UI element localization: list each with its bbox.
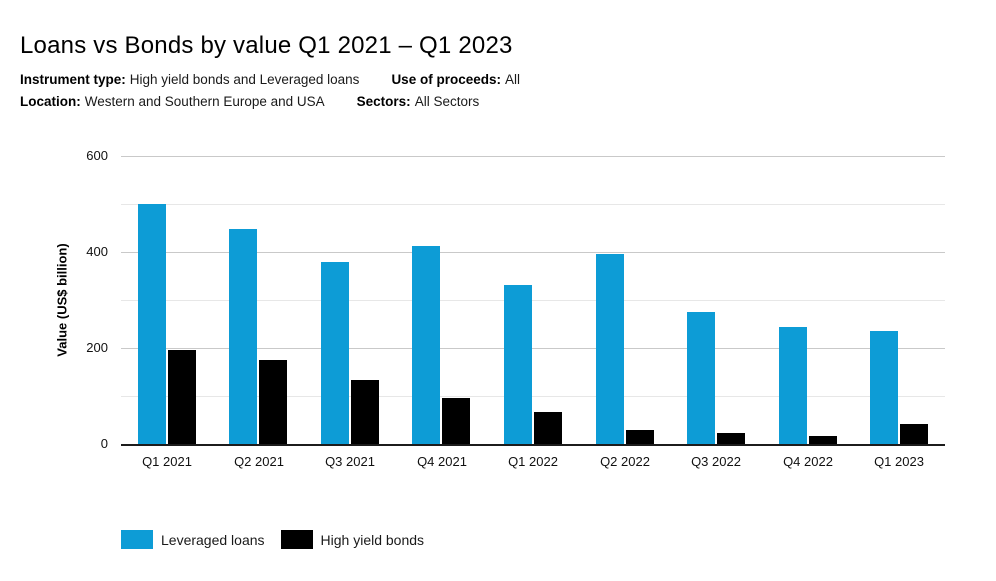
leveraged-loans-swatch-icon [121, 530, 153, 549]
bar-high-yield-bonds [534, 412, 562, 444]
bar-group-q2-2022 [596, 254, 654, 444]
subtitle-line-1: Instrument type: High yield bonds and Lev… [20, 72, 520, 87]
bar-group-q3-2022 [687, 312, 745, 444]
page-title: Loans vs Bonds by value Q1 2021 – Q1 202… [20, 32, 513, 59]
bar-leveraged-loans [412, 246, 440, 444]
bar-high-yield-bonds [168, 350, 196, 444]
bar-leveraged-loans [596, 254, 624, 444]
x-axis-tick-label: Q4 2021 [417, 454, 467, 469]
bar-high-yield-bonds [351, 380, 379, 444]
x-axis-tick-label: Q1 2023 [874, 454, 924, 469]
gridline-minor [121, 300, 945, 301]
bar-group-q1-2022 [504, 285, 562, 444]
bar-high-yield-bonds [626, 430, 654, 444]
bar-leveraged-loans [229, 229, 257, 444]
high-yield-bonds-swatch-icon [280, 530, 313, 549]
gridline-minor [121, 204, 945, 205]
meta-sectors: Sectors: All Sectors [357, 94, 480, 109]
bar-high-yield-bonds [900, 424, 928, 444]
bar-high-yield-bonds [442, 398, 470, 444]
legend: Leveraged loans High yield bonds [121, 530, 424, 549]
meta-label: Sectors: [356, 94, 411, 109]
meta-value: All Sectors [414, 94, 480, 109]
bar-leveraged-loans [321, 262, 349, 444]
meta-location: Location: Western and Southern Europe and… [20, 94, 325, 109]
meta-instrument-type: Instrument type: High yield bonds and Lev… [20, 72, 359, 87]
subtitle-line-2: Location: Western and Southern Europe and… [20, 94, 479, 109]
bar-group-q4-2021 [412, 246, 470, 444]
meta-value: All [504, 72, 520, 87]
legend-label: High yield bonds [320, 531, 425, 548]
bar-leveraged-loans [779, 327, 807, 444]
meta-value: Western and Southern Europe and USA [84, 94, 325, 109]
bar-high-yield-bonds [259, 360, 287, 444]
bar-group-q4-2022 [779, 327, 837, 444]
meta-label: Use of proceeds: [391, 72, 501, 87]
legend-label: Leveraged loans [161, 531, 265, 548]
bar-leveraged-loans [504, 285, 532, 444]
y-axis-tick-label: 400 [86, 244, 108, 259]
y-axis-tick-label: 0 [100, 436, 108, 451]
gridline-major [121, 156, 945, 157]
legend-item-leveraged-loans: Leveraged loans [121, 530, 265, 549]
x-axis-tick-label: Q3 2022 [691, 454, 741, 469]
meta-value: High yield bonds and Leveraged loans [129, 72, 360, 87]
x-axis-tick-label: Q2 2021 [234, 454, 284, 469]
bar-group-q1-2021 [138, 204, 196, 444]
bar-group-q2-2021 [229, 229, 287, 444]
x-axis-tick-label: Q3 2021 [325, 454, 375, 469]
plot-area [121, 156, 945, 446]
y-axis-tick-label: 200 [86, 340, 108, 355]
y-axis-tick-label: 600 [86, 148, 108, 163]
x-axis-tick-label: Q2 2022 [600, 454, 650, 469]
bar-leveraged-loans [870, 331, 898, 444]
legend-item-high-yield-bonds: High yield bonds [280, 530, 425, 549]
bar-leveraged-loans [138, 204, 166, 444]
bar-leveraged-loans [687, 312, 715, 444]
bar-high-yield-bonds [717, 433, 745, 444]
gridline-minor [121, 396, 945, 397]
meta-label: Location: [20, 94, 81, 109]
x-axis-tick-label: Q1 2021 [142, 454, 192, 469]
gridline-major [121, 348, 945, 349]
x-axis-tick-label: Q1 2022 [508, 454, 558, 469]
bar-group-q3-2021 [321, 262, 379, 444]
bar-high-yield-bonds [809, 436, 837, 444]
x-axis-tick-label: Q4 2022 [783, 454, 833, 469]
gridline-major [121, 252, 945, 253]
meta-use-of-proceeds: Use of proceeds: All [391, 72, 520, 87]
meta-label: Instrument type: [20, 72, 126, 87]
bar-group-q1-2023 [870, 331, 928, 444]
